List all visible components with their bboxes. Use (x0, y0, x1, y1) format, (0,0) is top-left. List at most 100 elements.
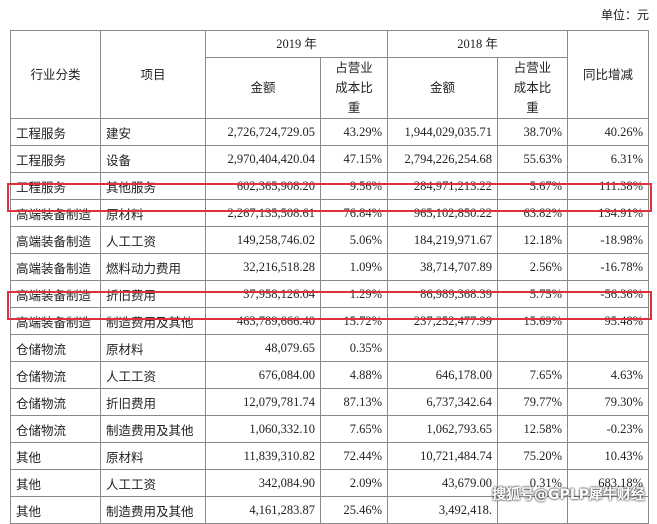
table-cell: 2.09% (319, 469, 389, 497)
table-cell (387, 334, 499, 362)
table-cell: 9.56% (319, 172, 389, 200)
table-cell: 人工工资 (100, 226, 206, 254)
table-cell: 12.58% (497, 415, 569, 443)
table-cell: 40.26% (567, 118, 650, 146)
table-row: 高端装备制造 燃料动力费用 32,216,518.28 1.09% 38,714,707… (10, 253, 650, 281)
table-cell: 2,726,724,729.05 (205, 118, 321, 146)
table-cell: 高端装备制造 (10, 253, 101, 281)
table-cell: 15.69% (497, 307, 569, 335)
table-cell (497, 334, 569, 362)
table-cell: 建安 (100, 118, 206, 146)
table-cell: 75.20% (497, 442, 569, 470)
table-cell: 工程服务 (10, 118, 101, 146)
table-cell: 2.56% (497, 253, 569, 281)
table-cell: 48,079.65 (205, 334, 321, 362)
table-cell: 342,084.90 (205, 469, 321, 497)
table-row: 其他 原材料 11,839,310.82 72.44% 10,721,484.74 75.… (10, 442, 650, 470)
table-cell: 12.18% (497, 226, 569, 254)
header-cell: 占营业成本比重 (497, 57, 569, 119)
table-row: 工程服务 设备 2,970,404,420.04 47.15% 2,794,226,25… (10, 145, 650, 173)
table-cell: 1,944,029,035.71 (387, 118, 499, 146)
table-cell: 5.06% (319, 226, 389, 254)
table-cell: 237,252,477.99 (387, 307, 499, 335)
table-cell: 人工工资 (100, 361, 206, 389)
table-cell: 38.70% (497, 118, 569, 146)
header-cell: 2018 年 (387, 30, 569, 58)
table-row: 仓储物流 原材料 48,079.65 0.35% (10, 334, 650, 362)
table-cell: 1,062,793.65 (387, 415, 499, 443)
table-cell: 79.77% (497, 388, 569, 416)
header-cell: 金额 (387, 57, 499, 119)
header-cell: 项目 (100, 30, 206, 119)
table-cell: 4.63% (567, 361, 650, 389)
table-cell: 原材料 (100, 199, 206, 227)
table-cell: 32,216,518.28 (205, 253, 321, 281)
table-cell: 2,970,404,420.04 (205, 145, 321, 173)
table-cell: 965,102,850.22 (387, 199, 499, 227)
table-cell: 55.63% (497, 145, 569, 173)
table-cell (567, 334, 650, 362)
table-cell: 3,492,418. (387, 496, 499, 524)
table-cell: 0.35% (319, 334, 389, 362)
table-cell: 676,084.00 (205, 361, 321, 389)
page: 单位：元 行业分类 项目 2019 年 2018 年 同比增减 金额 占营业成本… (7, 8, 652, 524)
header-cell: 行业分类 (10, 30, 101, 119)
table-cell: -56.36% (567, 280, 650, 308)
table-cell: 2,794,226,254.68 (387, 145, 499, 173)
table-cell: 38,714,707.89 (387, 253, 499, 281)
table-cell: 原材料 (100, 442, 206, 470)
table-cell: -16.78% (567, 253, 650, 281)
table-cell: 仓储物流 (10, 415, 101, 443)
table-cell: 其他 (10, 496, 101, 524)
table-cell: 仓储物流 (10, 388, 101, 416)
cost-table: 行业分类 项目 2019 年 2018 年 同比增减 金额 占营业成本比重 金额… (10, 30, 650, 524)
table-cell: 149,258,746.02 (205, 226, 321, 254)
table-cell: 79.30% (567, 388, 650, 416)
table-cell: 37,958,126.04 (205, 280, 321, 308)
table-cell: 高端装备制造 (10, 226, 101, 254)
table-cell: 人工工资 (100, 469, 206, 497)
table-row: 高端装备制造 人工工资 149,258,746.02 5.06% 184,219,971… (10, 226, 650, 254)
table-cell: 7.65% (319, 415, 389, 443)
table-row: 仓储物流 人工工资 676,084.00 4.88% 646,178.00 7.65% 4.… (10, 361, 650, 389)
table-cell: 折旧费用 (100, 388, 206, 416)
header-cell: 占营业成本比重 (319, 57, 389, 119)
table-cell: 72.44% (319, 442, 389, 470)
table-cell: 47.15% (319, 145, 389, 173)
table-cell: 仓储物流 (10, 334, 101, 362)
header-cell: 2019 年 (204, 30, 389, 58)
table-cell: 5.67% (497, 172, 569, 200)
table-cell: 111.38% (567, 172, 650, 200)
unit-label: 单位：元 (600, 8, 649, 22)
table-cell: 15.72% (319, 307, 389, 335)
table-cell: 43,679.00 (387, 469, 499, 497)
table-row: 高端装备制造 制造费用及其他 463,789,666.40 15.72% 237,252… (10, 307, 650, 335)
table-cell: -18.98% (567, 226, 650, 254)
table-cell: 12,079,781.74 (205, 388, 321, 416)
table-cell: 仓储物流 (10, 361, 101, 389)
table-row: 仓储物流 折旧费用 12,079,781.74 87.13% 6,737,342.64 7… (10, 388, 650, 416)
table-cell: 10.43% (567, 442, 650, 470)
table-cell: 4,161,283.87 (205, 496, 321, 524)
table-cell: 76.84% (319, 199, 389, 227)
table-cell: 134.91% (567, 199, 650, 227)
table-cell: 工程服务 (10, 145, 101, 173)
table-row: 工程服务 建安 2,726,724,729.05 43.29% 1,944,029,03… (10, 118, 650, 146)
table-cell: 6,737,342.64 (387, 388, 499, 416)
table-cell: 95.48% (567, 307, 650, 335)
header-cell: 同比增减 (567, 30, 650, 119)
table-cell: 1,060,332.10 (205, 415, 321, 443)
table-cell: 燃料动力费用 (100, 253, 206, 281)
table-cell: 设备 (100, 145, 206, 173)
table-cell: 184,219,971.67 (387, 226, 499, 254)
table-row: 仓储物流 制造费用及其他 1,060,332.10 7.65% 1,062,793.65… (10, 415, 650, 443)
table-cell: 4.88% (319, 361, 389, 389)
table-cell: 87.13% (319, 388, 389, 416)
table-cell: 646,178.00 (387, 361, 499, 389)
table-cell: 1.09% (319, 253, 389, 281)
header-cell: 金额 (205, 57, 321, 119)
highlight-box (7, 183, 652, 212)
table-cell: 制造费用及其他 (100, 496, 206, 524)
table-cell: 制造费用及其他 (100, 415, 206, 443)
table-cell: 7.65% (497, 361, 569, 389)
